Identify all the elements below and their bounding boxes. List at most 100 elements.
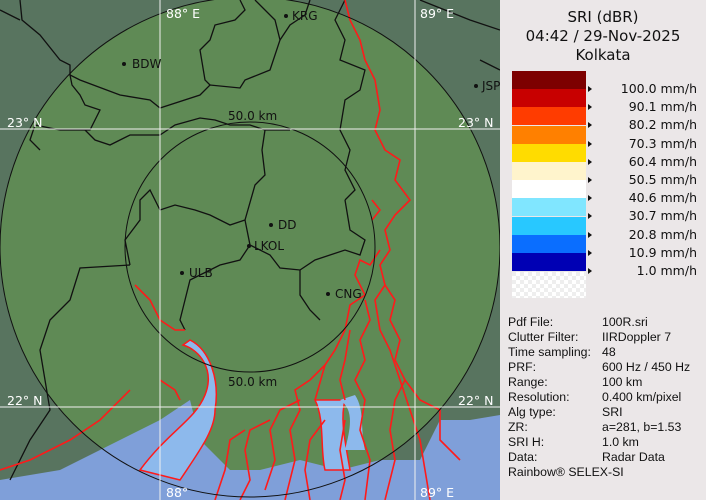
city-marker-krg xyxy=(284,14,288,18)
legend-swatch xyxy=(512,125,586,144)
info-row: SRI H: 1.0 km xyxy=(508,435,706,450)
legend-swatch xyxy=(512,162,586,180)
hooghly-estuary xyxy=(138,339,217,481)
raimangal-estuary xyxy=(340,395,365,450)
city-label-cng: CNG xyxy=(335,287,362,301)
info-row: Clutter Filter: IIRDoppler 7 xyxy=(508,330,706,345)
legend-label: 60.4 mm/h xyxy=(628,153,697,169)
legend-tick-icon xyxy=(588,268,592,274)
info-key: Alg type: xyxy=(508,405,556,419)
site-name: Kolkata xyxy=(575,46,631,64)
info-key: Range: xyxy=(508,375,548,389)
city-label-ulb: ULB xyxy=(189,266,213,280)
info-row: Data: Radar Data xyxy=(508,450,706,465)
legend-tick-icon xyxy=(588,158,592,165)
ring-label-bottom: 50.0 km xyxy=(228,375,277,389)
radar-coverage-area xyxy=(0,0,500,497)
info-row: Alg type: SRI xyxy=(508,405,706,420)
info-value: a=281, b=1.53 xyxy=(602,420,682,434)
city-label-dd: DD xyxy=(278,218,296,232)
info-value: 100 km xyxy=(602,375,643,389)
range-ring-50km xyxy=(124,121,376,373)
range-ring-100km xyxy=(0,0,500,498)
legend-tick-icon xyxy=(588,104,592,111)
info-row: Pdf File: 100R.sri xyxy=(508,315,706,330)
legend-tick-icon xyxy=(588,177,592,183)
info-key: PRF: xyxy=(508,360,537,374)
timestamp: 04:42 / 29-Nov-2025 xyxy=(525,27,681,45)
info-row: Time sampling: 48 xyxy=(508,345,706,360)
city-marker-ulb xyxy=(180,271,184,275)
legend-swatch xyxy=(512,143,586,162)
info-row: PRF: 600 Hz / 450 Hz xyxy=(508,360,706,375)
legend-tick-icon xyxy=(588,231,592,238)
info-key: Data: xyxy=(508,450,538,464)
legend-swatch xyxy=(512,198,586,217)
info-key: Resolution: xyxy=(508,390,570,404)
info-key: ZR: xyxy=(508,420,528,434)
info-value: 48 xyxy=(602,345,616,359)
info-value: 600 Hz / 450 Hz xyxy=(602,360,691,374)
legend-swatch xyxy=(512,180,586,199)
city-marker-bdw xyxy=(122,62,126,66)
legend-swatch xyxy=(512,89,586,108)
info-value: 100R.sri xyxy=(602,315,648,329)
lat-label-23-right: 23° N xyxy=(458,115,493,130)
info-row: ZR: a=281, b=1.53 xyxy=(508,420,706,435)
ring-label-top: 50.0 km xyxy=(228,109,277,123)
legend-tick-icon xyxy=(588,195,592,202)
city-marker-jsp xyxy=(474,84,478,88)
footer-credit: Rainbow® SELEX-SI xyxy=(508,465,624,479)
info-value: 1.0 km xyxy=(602,435,639,449)
legend-label: 40.6 mm/h xyxy=(628,190,697,206)
legend-label: 90.1 mm/h xyxy=(628,99,697,115)
matla-estuary xyxy=(313,399,351,471)
city-label-bdw: BDW xyxy=(132,57,161,71)
lon-label-89-top: 89° E xyxy=(420,6,454,21)
product-title: SRI (dBR) xyxy=(567,8,639,26)
info-key: Time sampling: xyxy=(508,345,591,359)
legend-swatch xyxy=(512,71,586,89)
legend-label: 80.2 mm/h xyxy=(628,117,697,133)
lat-label-22-right: 22° N xyxy=(458,393,493,408)
legend-swatch xyxy=(512,216,586,235)
sea-area xyxy=(0,400,500,500)
legend-label: 20.8 mm/h xyxy=(628,226,697,242)
no-data-swatch xyxy=(512,272,586,298)
info-value: SRI xyxy=(602,405,623,419)
legend-swatch xyxy=(512,253,586,271)
legend-label: 10.9 mm/h xyxy=(628,244,697,260)
legend-label: 50.5 mm/h xyxy=(628,172,697,187)
info-row: Range: 100 km xyxy=(508,375,706,390)
info-key: SRI H: xyxy=(508,435,545,449)
city-marker-dd xyxy=(269,223,273,227)
city-marker-cng xyxy=(326,292,330,296)
legend-panel: SRI (dBR) 04:42 / 29-Nov-2025 Kolkata 10… xyxy=(500,0,706,500)
lon-label-88-top: 88° E xyxy=(166,6,200,21)
info-value: IIRDoppler 7 xyxy=(602,330,672,344)
legend-label: 30.7 mm/h xyxy=(628,208,697,224)
city-marker-lkol xyxy=(247,244,251,248)
info-row: Resolution: 0.400 km/pixel xyxy=(508,390,706,405)
lon-label-88-bottom: 88° xyxy=(166,485,188,500)
legend-swatch xyxy=(512,234,586,253)
info-value: 0.400 km/pixel xyxy=(602,390,682,404)
legend-swatch xyxy=(512,107,586,126)
info-key: Clutter Filter: xyxy=(508,330,579,344)
city-label-lkol: LKOL xyxy=(254,239,284,253)
lat-label-23-left: 23° N xyxy=(7,115,42,130)
lat-label-22-left: 22° N xyxy=(7,393,42,408)
graticule xyxy=(0,0,500,500)
legend-tick-icon xyxy=(588,122,592,129)
legend-label: 1.0 mm/h xyxy=(636,263,697,278)
radar-map[interactable]: 88° E 89° E 88° 89° E 23° N 23° N 22° N … xyxy=(0,0,500,500)
legend-label: 70.3 mm/h xyxy=(628,135,697,151)
legend-tick-icon xyxy=(588,140,592,147)
district-boundaries xyxy=(0,0,500,481)
info-key: Pdf File: xyxy=(508,315,554,329)
legend-tick-icon xyxy=(588,213,592,220)
legend-label: 100.0 mm/h xyxy=(620,81,697,96)
city-label-krg: KRG xyxy=(292,9,318,23)
legend-tick-icon xyxy=(588,86,592,92)
lon-label-89-bottom: 89° E xyxy=(420,485,454,500)
